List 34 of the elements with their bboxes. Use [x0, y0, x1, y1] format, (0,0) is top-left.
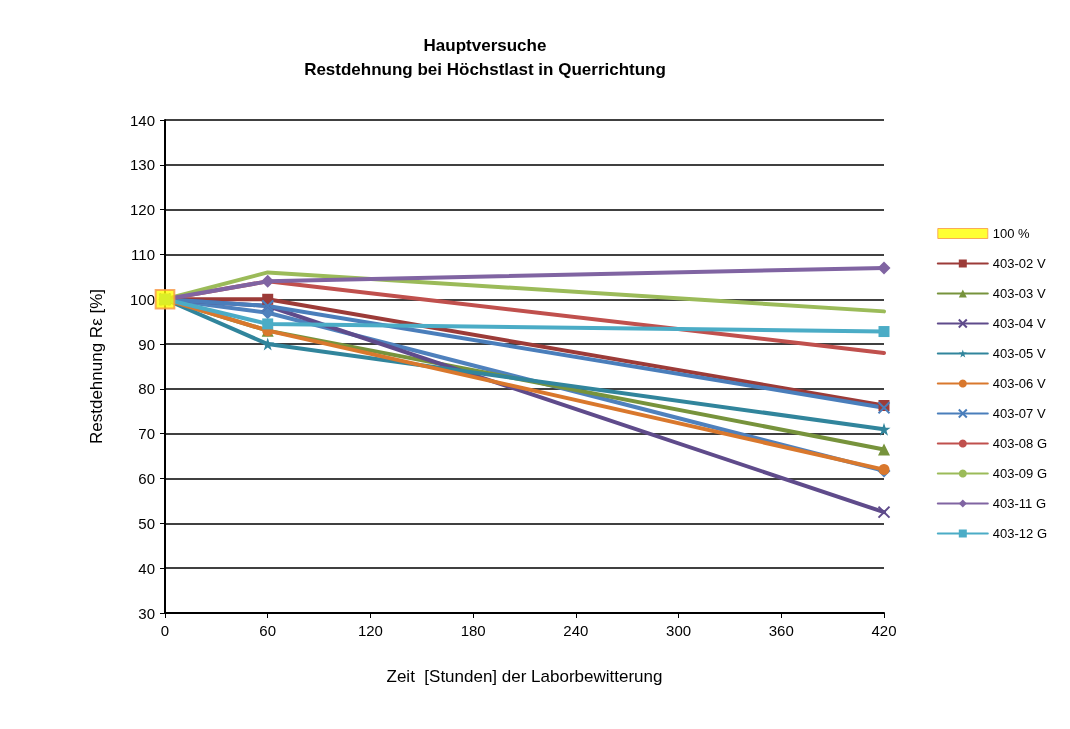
x-tick-label: 360 [768, 622, 794, 639]
x-axis-title: Zeit [Stunden] der Laborbewitterung [386, 667, 663, 686]
legend-label: 403-07 V [992, 406, 1046, 421]
legend-label: 403-06 V [992, 376, 1046, 391]
legend-label: 403-09 G [992, 466, 1047, 481]
x-tick-label: 180 [460, 622, 486, 639]
chart-title: Hauptversuche Restdehnung bei Höchstlast in Querrichtung [304, 35, 666, 79]
y-tick-label: 130 [129, 156, 155, 174]
y-tick-label: 80 [138, 380, 155, 398]
y-tick-label: 110 [131, 245, 155, 263]
legend-label: 403-04 V [992, 316, 1046, 331]
y-tick-label: 30 [138, 604, 155, 622]
y-tick-label: 140 [129, 111, 155, 129]
y-tick-label: 100 [129, 290, 155, 308]
legend-label: 403-11 G [992, 496, 1047, 511]
y-tick-label: 70 [138, 425, 155, 443]
y-tick-label: 50 [138, 514, 155, 532]
legend-label: 403-08 G [992, 436, 1047, 451]
y-tick-label: 90 [138, 335, 155, 353]
x-tick-label: 120 [357, 622, 383, 639]
legend-label: 403-12 G [992, 526, 1047, 541]
x-tick-label: 240 [563, 622, 589, 639]
x-tick-label: 0 [160, 622, 170, 639]
x-tick-label: 420 [871, 622, 897, 639]
legend-label: 100 % [992, 226, 1031, 241]
legend-label: 403-05 V [992, 346, 1046, 361]
y-axis-title: Restdehnung Rε [%] [87, 288, 106, 445]
legend-label: 403-02 V [992, 256, 1046, 271]
y-tick-label: 60 [138, 470, 155, 488]
legend-label: 403-03 V [992, 286, 1046, 301]
x-tick-label: 300 [666, 622, 692, 639]
y-tick-label: 40 [138, 559, 155, 577]
x-tick-label: 60 [259, 622, 277, 639]
y-tick-label: 120 [129, 201, 155, 219]
